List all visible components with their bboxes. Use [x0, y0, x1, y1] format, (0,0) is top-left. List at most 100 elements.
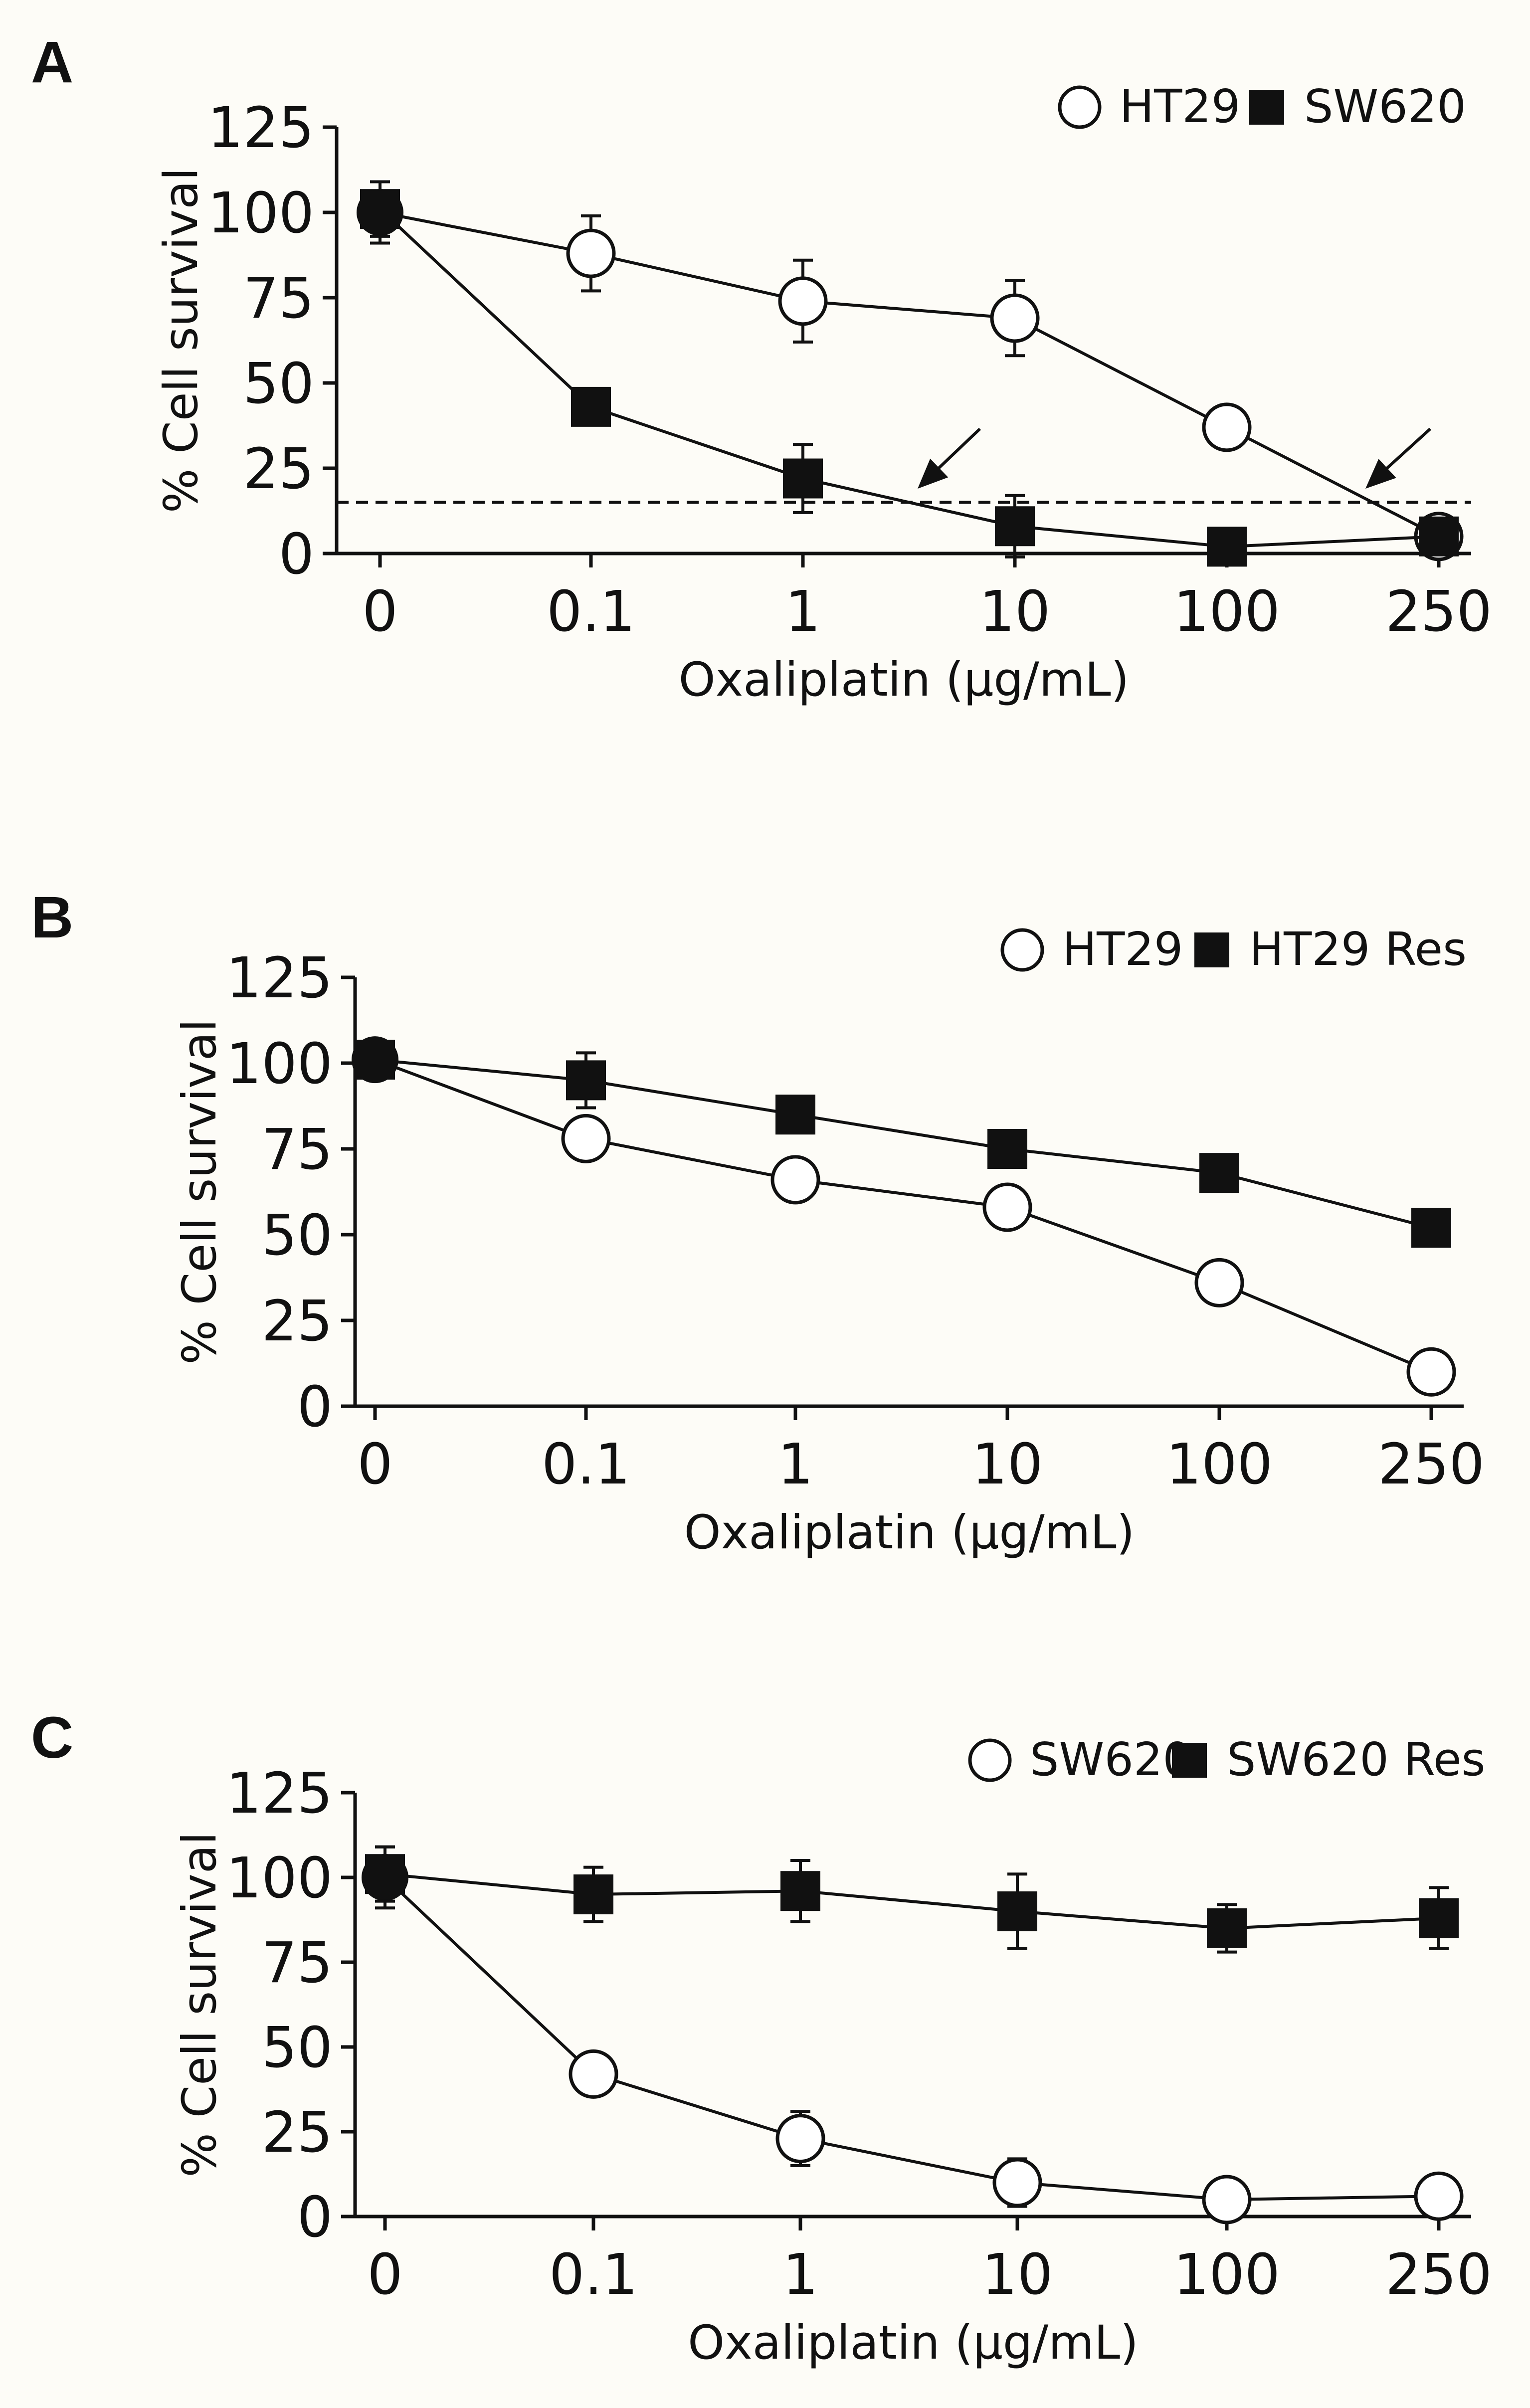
x-axis-title: Oxaliplatin (µg/mL): [688, 2316, 1139, 2370]
y-tick-label: 100: [207, 181, 314, 246]
x-tick-label: 0: [362, 579, 397, 644]
x-tick-label: 0.1: [542, 1432, 630, 1497]
data-point-circle: [1202, 2175, 1252, 2224]
x-tick-label: 250: [1385, 579, 1492, 644]
legend-label: SW620 Res: [1227, 1733, 1486, 1786]
series-line-sw620-res: [384, 1872, 1439, 1930]
x-tick-label: 10: [982, 2242, 1053, 2307]
data-point-circle: [566, 228, 616, 278]
data-point-square: [1419, 516, 1459, 556]
x-tick-label: 1: [777, 1432, 813, 1497]
y-axis-title: % Cell survival: [173, 1019, 227, 1364]
y-tick-label: 50: [261, 1203, 333, 1268]
x-tick-label: 1: [782, 2242, 818, 2307]
y-tick-label: 100: [226, 1032, 333, 1097]
legend-label: HT29: [1120, 80, 1240, 133]
data-point-square: [775, 1095, 815, 1135]
y-tick-label: 125: [226, 946, 333, 1011]
y-tick-label: 75: [261, 1117, 333, 1182]
legend-label: SW620: [1030, 1733, 1192, 1786]
y-tick-label: 125: [226, 1761, 333, 1826]
x-tick-label: 0: [367, 2242, 402, 2307]
data-point-circle: [569, 2049, 618, 2099]
legend-marker-circle: [1000, 928, 1044, 972]
annotation-arrow-head: [1365, 459, 1396, 489]
series-line-ht29: [374, 1058, 1432, 1373]
legend-label: HT29: [1062, 923, 1183, 976]
x-axis-title: Oxaliplatin (µg/mL): [679, 653, 1130, 707]
y-tick-label: 75: [243, 266, 314, 331]
data-point-circle: [1406, 1347, 1456, 1397]
data-point-square: [360, 189, 400, 229]
x-tick-label: 100: [1173, 2242, 1280, 2307]
legend-marker-circle: [968, 1738, 1012, 1782]
panel-letter: C: [31, 1705, 73, 1771]
data-point-square: [574, 1874, 613, 1914]
y-tick-label: 25: [261, 1289, 333, 1354]
data-point-square: [1207, 527, 1247, 567]
y-tick-label: 50: [243, 352, 314, 416]
y-tick-label: 50: [261, 2016, 333, 2080]
data-point-circle: [1414, 2171, 1464, 2221]
data-point-square: [365, 1854, 405, 1894]
data-point-square: [1207, 1908, 1247, 1948]
y-tick-label: 100: [226, 1846, 333, 1911]
data-point-circle: [561, 1113, 611, 1163]
x-tick-label: 10: [972, 1432, 1043, 1497]
data-point-square: [987, 1129, 1027, 1169]
panel-c: C 0 25 50 75 100 125 0 0.1 1 10 100 250 Oxaliplatin (…: [31, 1705, 1492, 2370]
data-point-square: [780, 1871, 820, 1911]
legend-marker-square: [1194, 932, 1229, 967]
data-point-circle: [775, 2114, 825, 2164]
data-point-square: [1419, 1898, 1459, 1938]
data-point-circle: [992, 2158, 1042, 2208]
data-point-square: [995, 506, 1035, 547]
y-tick-label: 0: [297, 2185, 333, 2250]
data-point-circle: [982, 1182, 1032, 1232]
panel-letter: B: [31, 885, 73, 950]
legend-label: SW620: [1304, 80, 1466, 133]
x-tick-label: 0.1: [547, 579, 635, 644]
data-point-square: [997, 1891, 1037, 1931]
annotation-arrow-head: [918, 458, 949, 489]
x-tick-label: 0: [357, 1432, 392, 1497]
data-point-square: [566, 1060, 606, 1101]
y-tick-label: 125: [207, 96, 314, 161]
data-point-square: [1411, 1208, 1451, 1248]
y-tick-label: 25: [243, 437, 314, 502]
data-point-square: [355, 1040, 395, 1080]
legend-marker-square: [1172, 1743, 1207, 1778]
x-tick-label: 100: [1166, 1432, 1273, 1497]
panel-a: A 0 25 50 75 100 125 0 0.1 1 10 100 250 Oxaliplatin (…: [31, 29, 1492, 707]
legend-marker-circle: [1058, 85, 1102, 129]
x-tick-label: 0.1: [549, 2242, 638, 2307]
series-line-ht29: [380, 211, 1440, 538]
y-tick-label: 75: [261, 1931, 333, 1996]
data-point-square: [1199, 1153, 1239, 1193]
x-axis-title: Oxaliplatin (µg/mL): [684, 1505, 1135, 1560]
x-tick-label: 250: [1385, 2242, 1492, 2307]
y-axis-title: % Cell survival: [173, 1832, 227, 2177]
y-tick-label: 0: [279, 522, 314, 587]
data-point-circle: [1194, 1258, 1244, 1307]
y-tick-label: 0: [297, 1375, 333, 1440]
data-point-square: [571, 386, 611, 427]
series-line-sw620: [379, 207, 1439, 549]
series-line-sw620: [383, 1876, 1439, 2202]
y-tick-label: 25: [261, 2100, 333, 2165]
x-tick-label: 250: [1378, 1432, 1485, 1497]
data-point-circle: [778, 276, 828, 326]
x-tick-label: 100: [1173, 579, 1280, 644]
data-point-square: [783, 458, 823, 499]
data-point-circle: [1202, 402, 1252, 452]
y-axis-title: % Cell survival: [154, 168, 208, 513]
x-tick-label: 10: [979, 579, 1051, 644]
legend-marker-square: [1249, 90, 1284, 125]
panel-b: B 0 25 50 75 100 125 0 0.1 1 10 100 250 Oxaliplatin (…: [31, 885, 1485, 1560]
data-point-circle: [990, 293, 1040, 343]
legend-label: HT29 Res: [1249, 923, 1467, 976]
panel-letter: A: [31, 29, 73, 95]
x-tick-label: 1: [785, 579, 820, 644]
data-point-circle: [770, 1155, 820, 1205]
